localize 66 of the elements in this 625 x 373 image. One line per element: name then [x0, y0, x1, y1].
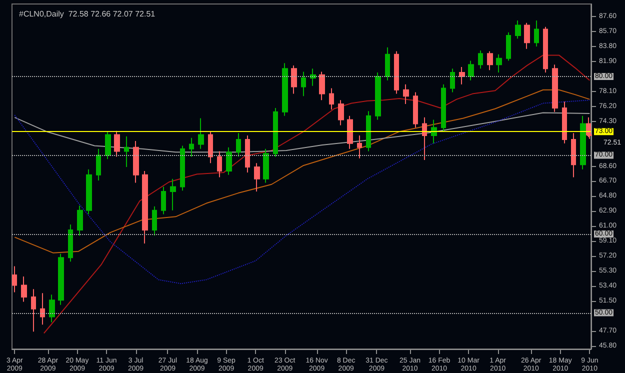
candlestick — [450, 68, 455, 93]
candlestick — [189, 137, 194, 158]
candlestick — [152, 206, 157, 236]
line-series — [14, 100, 590, 284]
candlestick — [245, 135, 250, 174]
candlestick — [170, 178, 176, 211]
candlestick — [571, 132, 576, 178]
candlestick — [282, 62, 288, 116]
candlestick — [96, 148, 101, 181]
candlestick — [124, 136, 129, 168]
candlestick — [68, 224, 73, 262]
candlestick — [291, 64, 297, 94]
candlestick — [431, 119, 437, 144]
candlestick — [114, 130, 120, 158]
candlestick — [357, 135, 362, 159]
candlestick — [263, 148, 269, 184]
candlestick — [133, 140, 139, 184]
candlestick — [273, 107, 278, 158]
candlestick — [142, 170, 148, 244]
candlestick — [478, 50, 483, 70]
candlestick — [208, 131, 213, 164]
candlestick — [496, 54, 502, 74]
candlestick — [58, 253, 64, 306]
candlestick — [394, 50, 399, 94]
candlestick — [329, 88, 334, 110]
candlestick — [319, 71, 325, 101]
candlestick — [105, 131, 111, 160]
candlestick — [468, 60, 474, 81]
candlestick — [580, 115, 586, 170]
candlestick — [506, 32, 511, 62]
line-series — [14, 89, 590, 254]
candlestick — [562, 101, 567, 144]
candlestick — [534, 20, 539, 48]
candlestick — [459, 66, 465, 85]
candlestick — [198, 118, 204, 150]
candlestick — [217, 150, 222, 178]
candlestick — [441, 84, 446, 132]
candlestick — [31, 288, 36, 332]
line-series — [14, 112, 590, 153]
candlestick — [49, 294, 55, 323]
candlestick — [86, 168, 92, 215]
candlestick — [40, 292, 45, 326]
candlestick — [338, 100, 344, 126]
candlestick — [543, 26, 548, 74]
candlestick — [422, 116, 427, 160]
candlestick — [524, 22, 530, 50]
candlestick — [366, 110, 371, 152]
candlestick — [552, 64, 558, 112]
line-series — [43, 54, 590, 334]
candlestick — [515, 20, 521, 40]
candlestick — [403, 84, 409, 105]
candlestick — [301, 71, 306, 97]
candlestick — [254, 162, 260, 192]
candlestick — [21, 276, 27, 302]
candlestick — [487, 50, 493, 71]
text: #CLN0,Daily 72.58 72.66 72.07 72.51 — [19, 10, 156, 18]
candlestick — [180, 145, 185, 192]
candlestick — [77, 205, 83, 236]
candlestick — [347, 115, 353, 150]
candlestick — [385, 46, 390, 81]
candlestick — [12, 266, 17, 293]
candlestick — [226, 146, 232, 176]
candlestick — [413, 92, 418, 128]
candlestick — [161, 186, 166, 215]
candlestick — [375, 72, 381, 120]
candlestick — [236, 132, 241, 158]
